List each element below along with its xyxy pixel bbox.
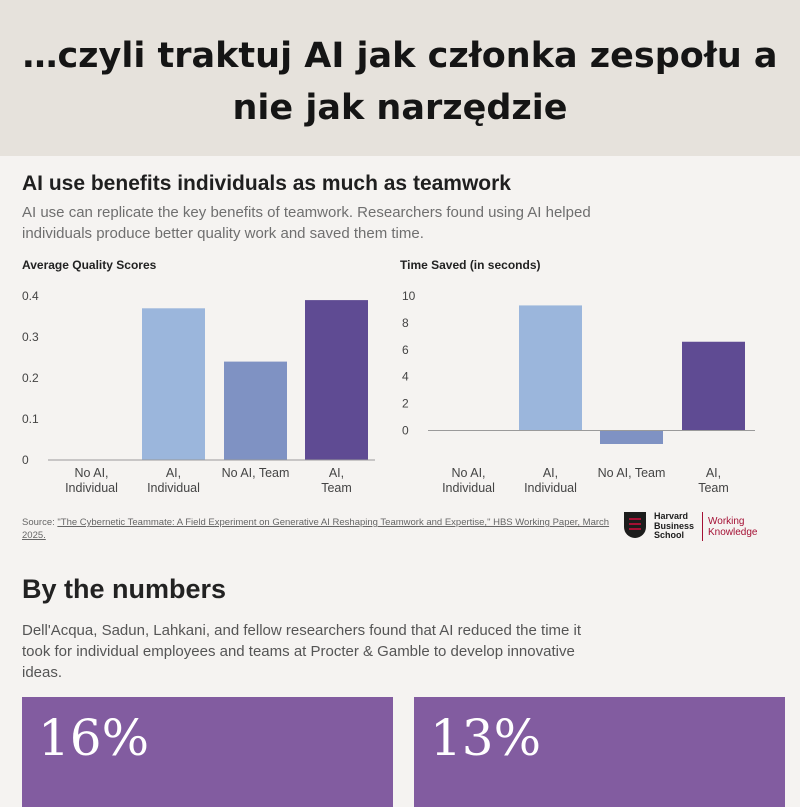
article-intro: AI use can replicate the key benefits of… bbox=[22, 204, 591, 242]
harvard-shield-icon bbox=[624, 512, 646, 538]
bar bbox=[142, 308, 205, 460]
x-tick-label: AI, Team bbox=[321, 466, 352, 495]
x-tick-label: AI, Individual bbox=[524, 466, 577, 495]
article-headline: AI use benefits individuals as much as t… bbox=[22, 172, 511, 195]
hbs-logo: Harvard Business School Working Knowledge bbox=[624, 511, 784, 542]
numbers-heading: By the numbers bbox=[22, 574, 227, 604]
banner-title: …czyli traktuj AI jak członka zespołu a … bbox=[22, 36, 778, 128]
y-tick-label: 0.3 bbox=[22, 330, 39, 344]
bar bbox=[600, 430, 663, 444]
bar bbox=[224, 361, 287, 460]
x-tick-label: AI, Individual bbox=[147, 466, 200, 495]
quality-scores-chart: 0.4 0.3 0.2 0.1 0 No AI, Individual AI, Individu… bbox=[22, 289, 375, 495]
numbers-text: Dell'Acqua, Sadun, Lahkani, and fellow r… bbox=[22, 622, 582, 681]
y-tick-label: 0.1 bbox=[22, 412, 39, 426]
stat-card-individual: 16% bbox=[22, 697, 393, 807]
y-tick-label: 10 bbox=[402, 289, 416, 303]
y-tick-label: 0.2 bbox=[22, 371, 39, 385]
hbs-working-knowledge: Working Knowledge bbox=[708, 516, 758, 538]
y-tick-label: 4 bbox=[402, 370, 409, 384]
hbs-school-name: Harvard Business School bbox=[654, 511, 695, 540]
source-link[interactable]: "The Cybernetic Teammate: A Field Experi… bbox=[22, 517, 610, 541]
y-tick-label: 6 bbox=[402, 343, 409, 357]
x-tick-label: No AI, Team bbox=[222, 466, 290, 480]
x-tick-label: No AI, Individual bbox=[65, 466, 118, 495]
time-chart-title: Time Saved (in seconds) bbox=[400, 258, 541, 272]
source-prefix: Source: bbox=[22, 517, 58, 528]
quality-chart-title: Average Quality Scores bbox=[22, 258, 157, 272]
x-tick-label: No AI, Team bbox=[598, 466, 666, 480]
stat-value: 13% bbox=[430, 709, 542, 767]
y-tick-label: 0.4 bbox=[22, 289, 39, 303]
stat-card-team: 13% bbox=[414, 697, 785, 807]
bar bbox=[305, 300, 368, 460]
bar bbox=[682, 341, 745, 431]
y-tick-label: 2 bbox=[402, 397, 409, 411]
source-note: Source: "The Cybernetic Teammate: A Fiel… bbox=[22, 516, 612, 542]
time-saved-chart: 10 8 6 4 2 0 No AI, Individual AI, Individual No A… bbox=[402, 289, 755, 495]
bar bbox=[519, 305, 582, 431]
stat-value: 16% bbox=[38, 709, 150, 767]
y-tick-label: 8 bbox=[402, 316, 409, 330]
y-tick-label: 0 bbox=[22, 453, 29, 467]
logo-divider bbox=[702, 512, 703, 541]
y-tick-label: 0 bbox=[402, 424, 409, 438]
title-banner: …czyli traktuj AI jak członka zespołu a … bbox=[0, 0, 800, 156]
x-tick-label: AI, Team bbox=[698, 466, 729, 495]
x-tick-label: No AI, Individual bbox=[442, 466, 495, 495]
